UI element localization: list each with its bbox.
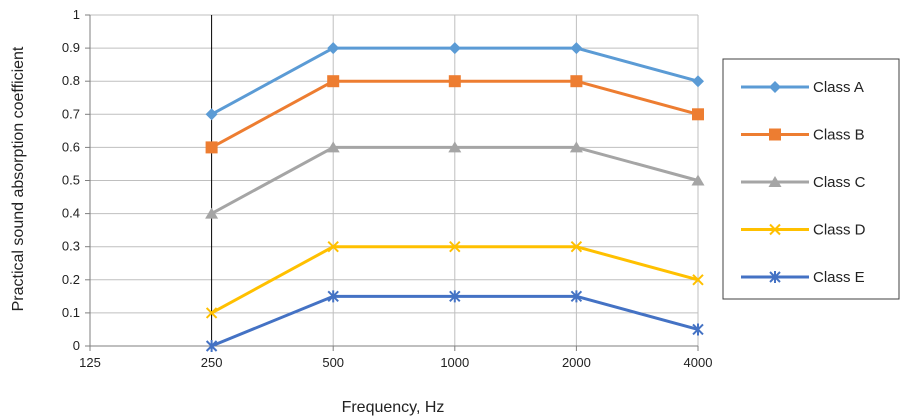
- data-point: [570, 42, 583, 55]
- legend-label: Class E: [813, 269, 865, 286]
- legend-item: Class A: [741, 79, 864, 96]
- legend-item: Class B: [741, 127, 865, 144]
- data-point: [449, 240, 461, 253]
- data-point: [327, 290, 339, 303]
- data-point: [691, 174, 705, 186]
- data-point: [692, 323, 704, 336]
- data-point: [327, 42, 340, 55]
- legend-marker: [769, 128, 781, 141]
- legend-label: Class C: [813, 174, 866, 191]
- legend-box: [722, 58, 900, 300]
- legend-marker: [769, 223, 781, 236]
- data-point: [692, 274, 704, 286]
- data-point: [326, 141, 340, 153]
- data-point: [692, 108, 704, 121]
- data-point: [570, 240, 583, 253]
- data-point: [692, 75, 704, 88]
- x-tick-label: 500: [322, 355, 344, 370]
- legend-item: Class E: [741, 269, 865, 286]
- y-tick-label: 0.3: [62, 239, 80, 254]
- data-point: [205, 108, 218, 121]
- y-tick-label: 0.8: [62, 73, 80, 88]
- legend-marker: [768, 176, 782, 187]
- y-axis-title: Practical sound absorption coefficient: [10, 46, 27, 311]
- data-point: [205, 141, 218, 154]
- data-point: [327, 240, 339, 253]
- x-tick-label: 2000: [562, 355, 591, 370]
- y-tick-label: 0.5: [62, 173, 80, 188]
- y-tick-label: 0.7: [62, 106, 80, 121]
- data-series: [205, 42, 705, 352]
- series-class-c: [205, 141, 705, 219]
- tick-labels: 0 0.1 0.2 0.3 0.4 0.5 0.6 0.7 0.8 0.9 1 125 250 500 10…: [62, 7, 713, 370]
- y-tick-label: 0.2: [62, 272, 80, 287]
- series-class-d: [205, 240, 704, 319]
- legend-label: Class A: [813, 79, 864, 96]
- series-class-b: [205, 75, 704, 154]
- y-tick-label: 1: [73, 7, 80, 22]
- data-point: [205, 207, 219, 219]
- legend-item: Class C: [741, 174, 866, 191]
- axes: [85, 14, 699, 351]
- data-point: [570, 290, 583, 303]
- legend-label: Class D: [813, 222, 866, 239]
- y-tick-label: 0: [73, 338, 80, 353]
- data-point: [205, 307, 218, 319]
- legend-marker: [769, 271, 781, 283]
- y-tick-label: 0.1: [62, 305, 80, 320]
- series-class-a: [205, 42, 704, 121]
- data-point: [449, 290, 461, 303]
- legend-item: Class D: [741, 222, 866, 239]
- y-tick-label: 0.4: [62, 206, 80, 221]
- data-point: [448, 75, 461, 88]
- x-axis-title: Frequency, Hz: [342, 399, 445, 416]
- legend-marker: [769, 81, 781, 93]
- legend-label: Class B: [813, 127, 865, 144]
- x-tick-label: 250: [201, 355, 223, 370]
- y-tick-label: 0.9: [62, 40, 80, 55]
- data-point: [205, 340, 218, 352]
- series-class-e: [205, 290, 704, 352]
- grid-lines: [89, 14, 699, 352]
- data-point: [448, 141, 462, 153]
- x-tick-label: 4000: [684, 355, 713, 370]
- x-tick-label: 125: [79, 355, 101, 370]
- data-point: [569, 141, 583, 153]
- y-tick-label: 0.6: [62, 139, 80, 154]
- x-tick-label: 1000: [440, 355, 469, 370]
- data-point: [327, 75, 340, 88]
- legend: Class A Class B Class C Class D Class E: [722, 58, 900, 300]
- data-point: [570, 75, 583, 88]
- data-point: [448, 42, 461, 55]
